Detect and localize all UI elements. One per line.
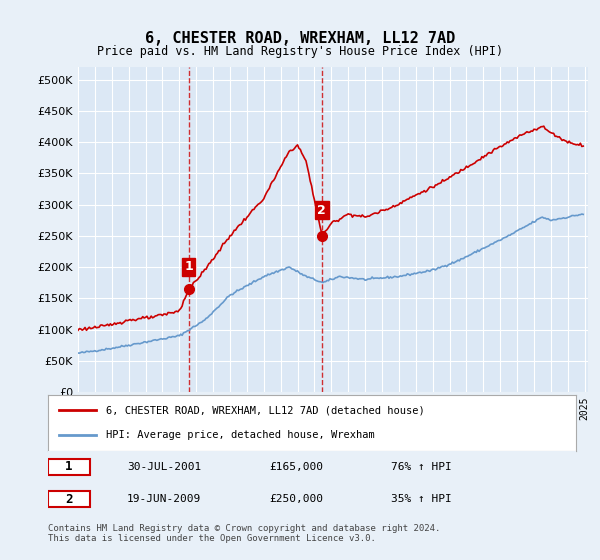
- Text: 6, CHESTER ROAD, WREXHAM, LL12 7AD (detached house): 6, CHESTER ROAD, WREXHAM, LL12 7AD (deta…: [106, 405, 425, 416]
- Text: Price paid vs. HM Land Registry's House Price Index (HPI): Price paid vs. HM Land Registry's House …: [97, 45, 503, 58]
- Text: Contains HM Land Registry data © Crown copyright and database right 2024.
This d: Contains HM Land Registry data © Crown c…: [48, 524, 440, 543]
- Text: 6, CHESTER ROAD, WREXHAM, LL12 7AD: 6, CHESTER ROAD, WREXHAM, LL12 7AD: [145, 31, 455, 46]
- Text: £165,000: £165,000: [270, 462, 324, 472]
- Text: 2: 2: [317, 204, 326, 217]
- Text: 76% ↑ HPI: 76% ↑ HPI: [391, 462, 452, 472]
- Text: 35% ↑ HPI: 35% ↑ HPI: [391, 494, 452, 504]
- Text: £250,000: £250,000: [270, 494, 324, 504]
- Text: HPI: Average price, detached house, Wrexham: HPI: Average price, detached house, Wrex…: [106, 430, 375, 440]
- Text: 1: 1: [184, 260, 193, 273]
- Text: 30-JUL-2001: 30-JUL-2001: [127, 462, 202, 472]
- FancyBboxPatch shape: [48, 491, 90, 507]
- Text: 2: 2: [65, 493, 73, 506]
- Text: 1: 1: [65, 460, 73, 473]
- FancyBboxPatch shape: [48, 459, 90, 475]
- Text: 19-JUN-2009: 19-JUN-2009: [127, 494, 202, 504]
